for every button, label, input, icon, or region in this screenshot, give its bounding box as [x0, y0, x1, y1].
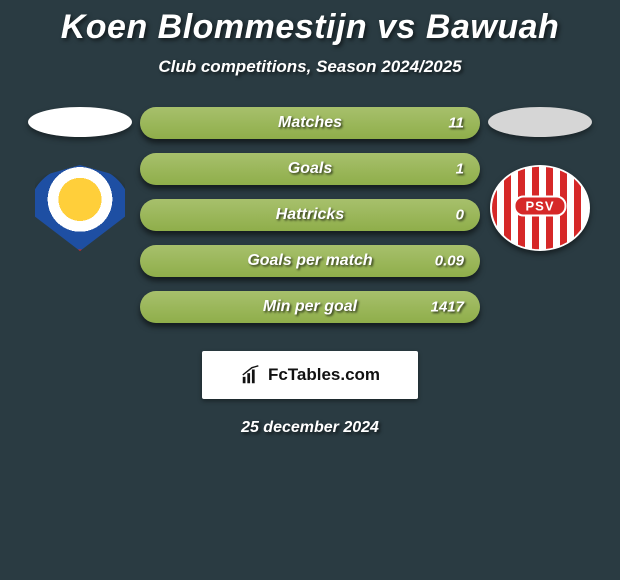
- date-text: 25 december 2024: [241, 419, 379, 437]
- stats-column: Matches 11 Goals 1 Hattricks 0 Goals per…: [140, 107, 480, 323]
- stat-label: Hattricks: [276, 206, 344, 224]
- chart-icon: [240, 364, 262, 386]
- left-player-ellipse: [28, 107, 132, 137]
- right-team-crest: [490, 165, 590, 251]
- right-player-ellipse: [488, 107, 592, 137]
- stat-label: Goals per match: [247, 252, 372, 270]
- comparison-card: Koen Blommestijn vs Bawuah Club competit…: [0, 0, 620, 445]
- stat-label: Matches: [278, 114, 342, 132]
- brand-box: FcTables.com: [202, 351, 418, 399]
- page-title: Koen Blommestijn vs Bawuah: [61, 8, 560, 47]
- stat-value: 0.09: [435, 253, 464, 270]
- stat-label: Min per goal: [263, 298, 357, 316]
- stat-value: 1: [456, 161, 464, 178]
- main-row: Matches 11 Goals 1 Hattricks 0 Goals per…: [0, 107, 620, 323]
- stat-value: 11: [448, 115, 464, 132]
- stat-value: 0: [456, 207, 464, 224]
- stat-value: 1417: [431, 299, 464, 316]
- stat-bar-gpm: Goals per match 0.09: [140, 245, 480, 277]
- stat-label: Goals: [288, 160, 332, 178]
- stat-bar-matches: Matches 11: [140, 107, 480, 139]
- stat-bar-hattricks: Hattricks 0: [140, 199, 480, 231]
- left-column: [20, 107, 140, 251]
- stat-bar-mpg: Min per goal 1417: [140, 291, 480, 323]
- stat-bar-goals: Goals 1: [140, 153, 480, 185]
- left-team-crest: [30, 165, 130, 251]
- subtitle: Club competitions, Season 2024/2025: [158, 57, 461, 77]
- brand-text: FcTables.com: [268, 365, 380, 385]
- right-column: [480, 107, 600, 251]
